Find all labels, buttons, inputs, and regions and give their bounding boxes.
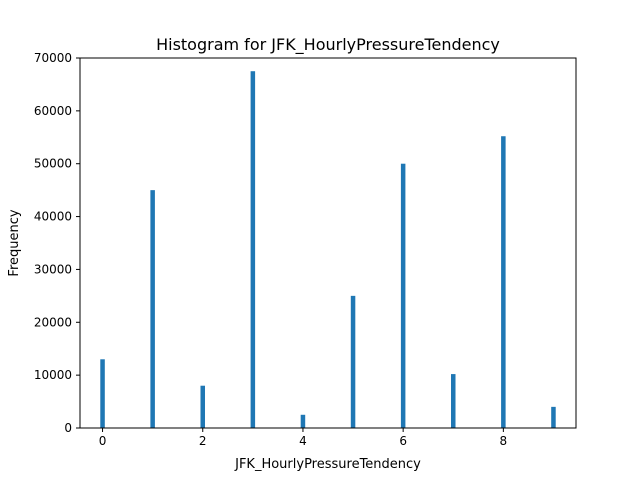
bar-7 (450, 374, 456, 428)
y-tick-label: 30000 (34, 262, 72, 276)
bar-0 (100, 359, 105, 428)
bar-5 (350, 295, 356, 428)
bar-1 (150, 190, 155, 428)
y-tick-label: 60000 (34, 104, 72, 118)
x-tick-label: 6 (399, 434, 407, 448)
y-axis: 0 10000 20000 30000 40000 50000 60000 70000 (34, 51, 80, 435)
y-tick-label: 20000 (34, 315, 72, 329)
bar-9 (551, 406, 556, 428)
y-tick-label: 40000 (34, 210, 72, 224)
x-tick-label: 4 (299, 434, 307, 448)
x-tick-label: 0 (99, 434, 107, 448)
x-tick-label: 2 (199, 434, 207, 448)
x-axis: 0 2 4 6 8 (99, 428, 507, 448)
bar-8 (501, 136, 506, 428)
y-axis-label: Frequency (7, 209, 22, 276)
y-tick-label: 50000 (34, 157, 72, 171)
y-tick-label: 0 (64, 421, 72, 435)
bar-4 (300, 414, 306, 428)
bars-group (100, 71, 556, 428)
y-tick-label: 70000 (34, 51, 72, 65)
x-tick-label: 8 (500, 434, 508, 448)
y-tick-label: 10000 (34, 368, 72, 382)
chart-title: Histogram for JFK_HourlyPressureTendency (156, 35, 500, 55)
bar-2 (200, 385, 206, 428)
x-axis-label: JFK_HourlyPressureTendency (234, 457, 421, 472)
bar-6 (400, 163, 406, 428)
bar-3 (250, 71, 256, 428)
plot-frame (79, 57, 577, 429)
